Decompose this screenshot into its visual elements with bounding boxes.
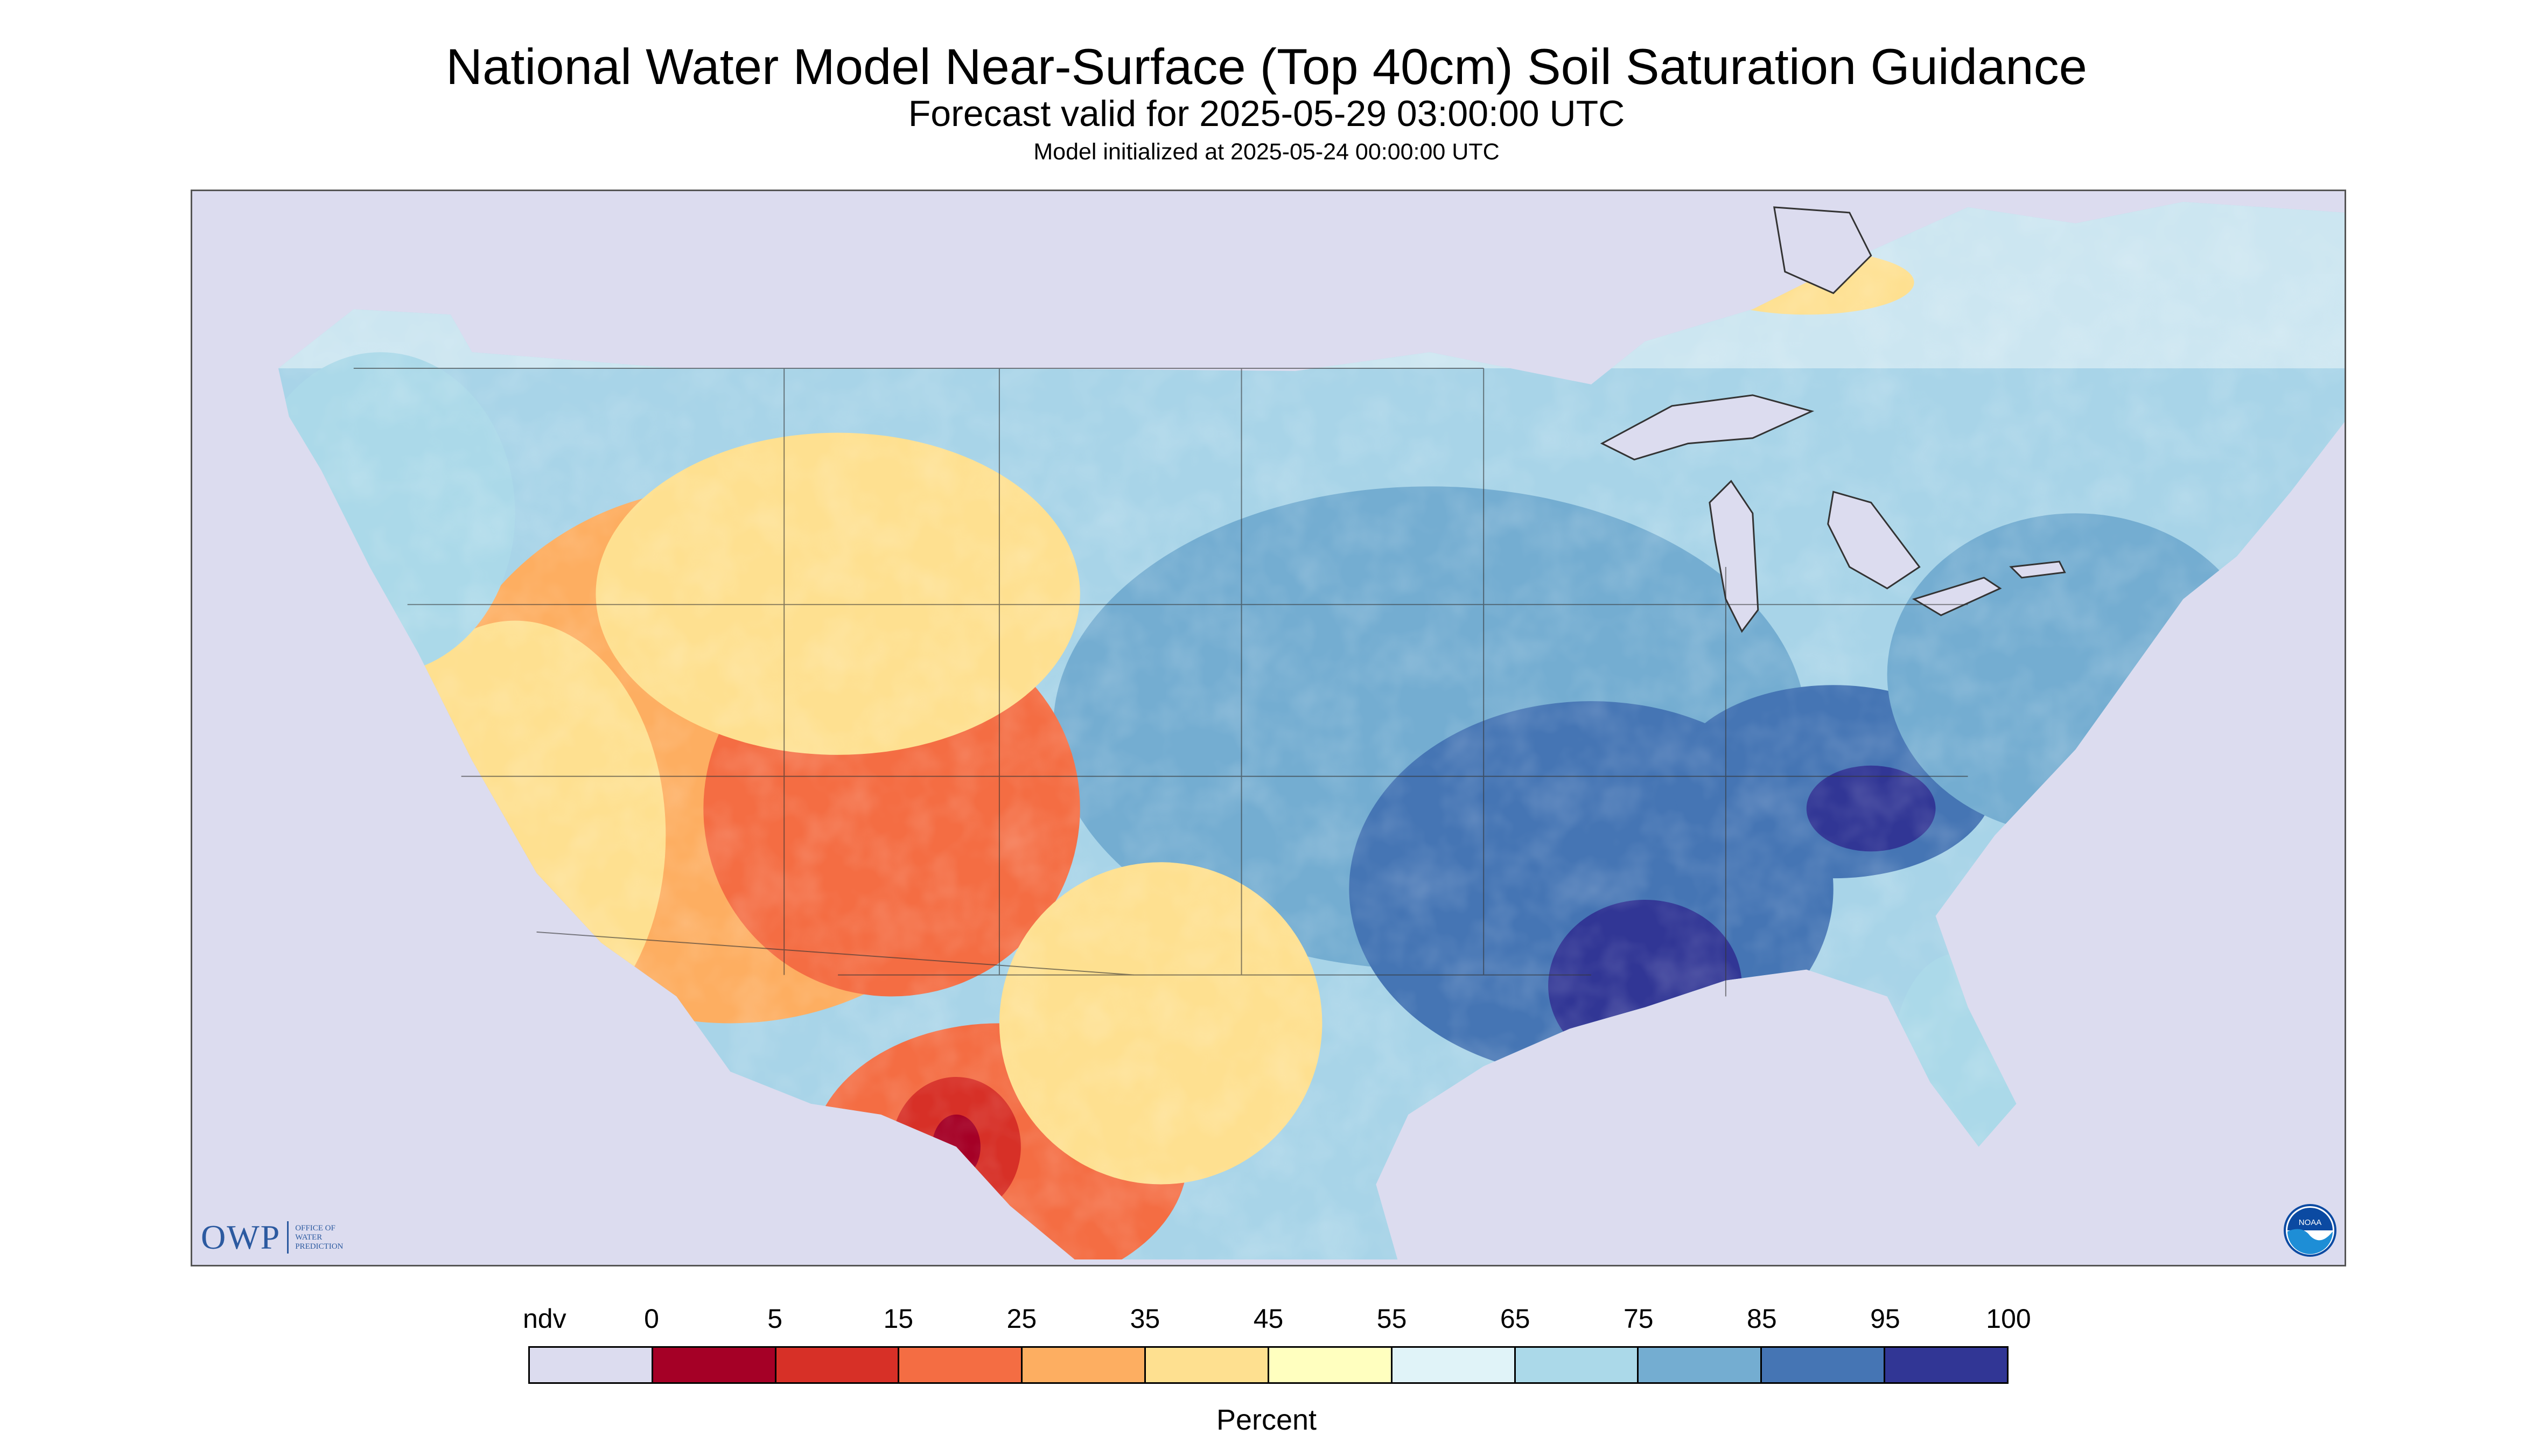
legend-swatch [530, 1348, 653, 1382]
noaa-logo-wave [2287, 1229, 2333, 1254]
noaa-logo: NOAA [2284, 1204, 2336, 1257]
lake-superior [1600, 394, 1815, 461]
legend-swatch [1762, 1348, 1886, 1382]
lake-huron [1827, 491, 1921, 590]
legend-swatch [1023, 1348, 1146, 1382]
political-boundaries [353, 368, 1968, 997]
owp-logo-subtitle: Office of Water Prediction [295, 1223, 344, 1251]
legend-tick-label: 85 [1747, 1304, 1777, 1334]
legend-tick-label: 65 [1500, 1304, 1530, 1334]
map-title: National Water Model Near-Surface (Top 4… [446, 38, 2087, 95]
legend-swatch [776, 1348, 900, 1382]
legend-tick-label: 5 [767, 1304, 783, 1334]
color-legend [528, 1346, 2009, 1384]
legend-tick-label: 0 [644, 1304, 659, 1334]
legend-swatch [1885, 1348, 2007, 1382]
legend-tick-label: 95 [1870, 1304, 1900, 1334]
legend-tick-label: 75 [1623, 1304, 1654, 1334]
legend-tick-label: 15 [883, 1304, 914, 1334]
legend-tick-label: 35 [1130, 1304, 1160, 1334]
legend-swatch [1146, 1348, 1269, 1382]
soil-saturation-map [192, 191, 2345, 1265]
hudson-bay [1773, 206, 1872, 295]
legend-unit-label: Percent [1216, 1404, 1317, 1436]
lake-ontario [2009, 561, 2066, 579]
legend-swatch [1639, 1348, 1762, 1382]
legend-swatch [1515, 1348, 1639, 1382]
legend-tick-label: ndv [523, 1304, 566, 1334]
noaa-logo-text: NOAA [2299, 1218, 2322, 1227]
owp-logo-divider [287, 1221, 289, 1254]
legend-tick-label: 45 [1253, 1304, 1284, 1334]
map-panel: OWP Office of Water Prediction NOAA [191, 190, 2346, 1266]
legend-tick-label: 100 [1986, 1304, 2031, 1334]
lake-michigan [1709, 480, 1759, 633]
legend-swatch [653, 1348, 776, 1382]
us-mexico-border [536, 931, 1134, 976]
legend-swatch [899, 1348, 1023, 1382]
owp-logo: OWP Office of Water Prediction [201, 1217, 360, 1257]
owp-logo-text: OWP [201, 1218, 281, 1256]
model-init-time: Model initialized at 2025-05-24 00:00:00… [1033, 139, 1500, 165]
legend-tick-label: 55 [1376, 1304, 1407, 1334]
noaa-logo-sky [2287, 1208, 2333, 1230]
legend-tick-label: 25 [1006, 1304, 1037, 1334]
great-lakes [1600, 206, 2066, 633]
legend-swatch [1392, 1348, 1516, 1382]
lake-erie [1912, 577, 2002, 617]
legend-labels: ndv 0 5 15 25 35 45 55 65 75 85 95 100 [523, 1303, 2031, 1335]
forecast-valid-time: Forecast valid for 2025-05-29 03:00:00 U… [908, 93, 1625, 134]
legend-swatch [1269, 1348, 1393, 1382]
